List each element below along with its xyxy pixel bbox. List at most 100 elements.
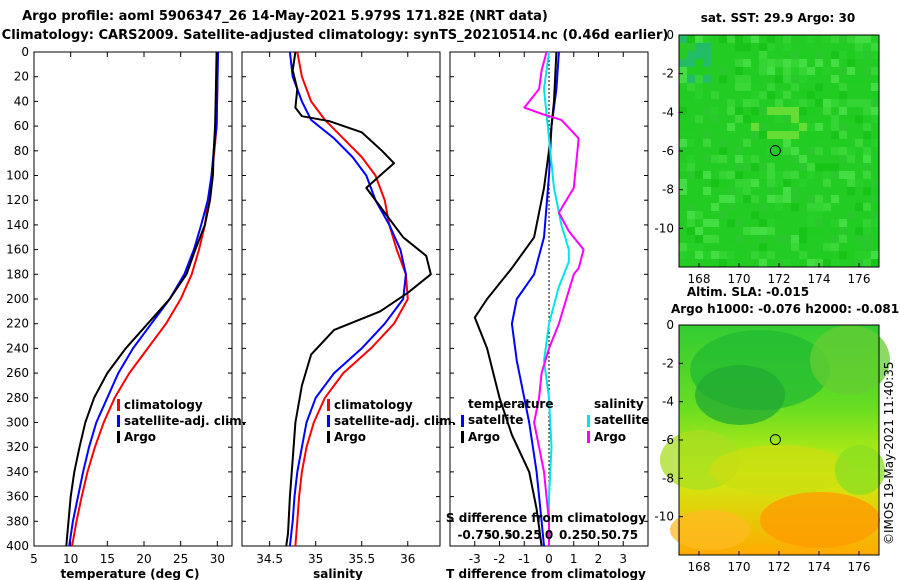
sst-cell (751, 251, 759, 259)
sst-cell (815, 163, 823, 171)
sst-cell (783, 139, 791, 147)
sst-cell (711, 235, 719, 243)
sla-map-cells (660, 325, 890, 550)
sst-cell (799, 179, 807, 187)
map-y-tick-label: -4 (662, 395, 674, 409)
sst-cell (807, 219, 815, 227)
sst-cell (735, 147, 743, 155)
sst-cell (719, 211, 727, 219)
sst-cell (751, 75, 759, 83)
sst-cell (815, 123, 823, 131)
depth-tick-label: 200 (6, 292, 29, 306)
difference-panel: -3 -2 -1 0 1 2 3 (449, 51, 649, 566)
sst-cell (783, 171, 791, 179)
sst-cell (687, 227, 695, 235)
sst-cell (711, 115, 719, 123)
sst-cell (863, 147, 871, 155)
sst-cell (799, 163, 807, 171)
map-x-tick-label: 170 (728, 560, 751, 574)
sst-cell (847, 75, 855, 83)
sst-cell (847, 219, 855, 227)
sst-cell (695, 35, 703, 43)
series-argo (65, 51, 218, 547)
sst-cell (759, 131, 767, 139)
sst-cell (711, 203, 719, 211)
sst-cell (735, 107, 743, 115)
sst-cell (759, 91, 767, 99)
legend-swatch-magenta (587, 431, 590, 443)
depth-tick-label: 360 (6, 490, 29, 504)
sst-cell (871, 251, 879, 259)
sla-blob (835, 445, 885, 495)
x-tick-label: 34.5 (256, 552, 283, 566)
series-salinity-satellite (543, 51, 570, 546)
sst-cell (871, 179, 879, 187)
sst-cell (687, 155, 695, 163)
sst-cell (759, 51, 767, 59)
sla-blob (710, 445, 850, 495)
difference-legend: temperature satellite Argo salinity sate… (461, 397, 649, 444)
sst-cell (871, 139, 879, 147)
legend-s-argo: Argo (594, 430, 626, 444)
sst-cell (703, 107, 711, 115)
sst-cell (815, 219, 823, 227)
sst-cell (831, 51, 839, 59)
sst-cell (775, 235, 783, 243)
sst-cell (815, 203, 823, 211)
sst-cell (847, 251, 855, 259)
x-tick-label: 3 (619, 552, 627, 566)
s-diff-tick-label: 0.25 (559, 528, 589, 542)
legend-satellite: satellite-adj. clim. (124, 414, 246, 428)
sst-cell (759, 163, 767, 171)
sst-cell (807, 227, 815, 235)
sst-cell (751, 155, 759, 163)
sst-cell (847, 35, 855, 43)
map-x-tick-label: 176 (848, 560, 871, 574)
sst-cell (783, 107, 791, 115)
sst-cell (807, 123, 815, 131)
sst-cell (783, 235, 791, 243)
sst-map-ticks: 168 170 172 174 176 0 -2 -4 -6 -8 -10 (654, 28, 870, 286)
sst-cell (783, 147, 791, 155)
sst-cell (759, 203, 767, 211)
sst-cell (839, 51, 847, 59)
sst-cell (855, 35, 863, 43)
sst-cell (823, 203, 831, 211)
sst-cell (807, 147, 815, 155)
sst-cell (743, 83, 751, 91)
sst-cell (791, 107, 799, 115)
map-x-tick-label: 174 (808, 272, 831, 286)
sst-cell (703, 235, 711, 243)
sst-cell (823, 147, 831, 155)
depth-tick-label: 60 (14, 119, 29, 133)
sst-cell (791, 235, 799, 243)
sst-cell (751, 91, 759, 99)
sst-cell (863, 235, 871, 243)
sst-cell (679, 35, 687, 43)
map-y-tick-label: -8 (662, 183, 674, 197)
sst-cell (767, 171, 775, 179)
sst-cell (727, 123, 735, 131)
sst-cell (863, 243, 871, 251)
sst-cell (871, 107, 879, 115)
sst-cell (727, 51, 735, 59)
sst-cell (735, 35, 743, 43)
sst-cell (799, 251, 807, 259)
depth-tick-label: 320 (6, 440, 29, 454)
sst-cell (743, 171, 751, 179)
sst-cell (823, 99, 831, 107)
legend-title-temperature: temperature (468, 397, 553, 411)
sst-cell (863, 107, 871, 115)
sst-cell (711, 251, 719, 259)
sst-cell (767, 195, 775, 203)
sla-map-ticks: 168 170 172 174 176 0 -2 -4 -6 -8 -10 (654, 318, 870, 574)
sst-cell (863, 227, 871, 235)
sst-cell (831, 147, 839, 155)
map-x-tick-label: 168 (688, 272, 711, 286)
sst-cell (695, 83, 703, 91)
sst-cell (751, 123, 759, 131)
sst-cell (695, 51, 703, 59)
sst-cell (679, 243, 687, 251)
sst-cell (855, 99, 863, 107)
